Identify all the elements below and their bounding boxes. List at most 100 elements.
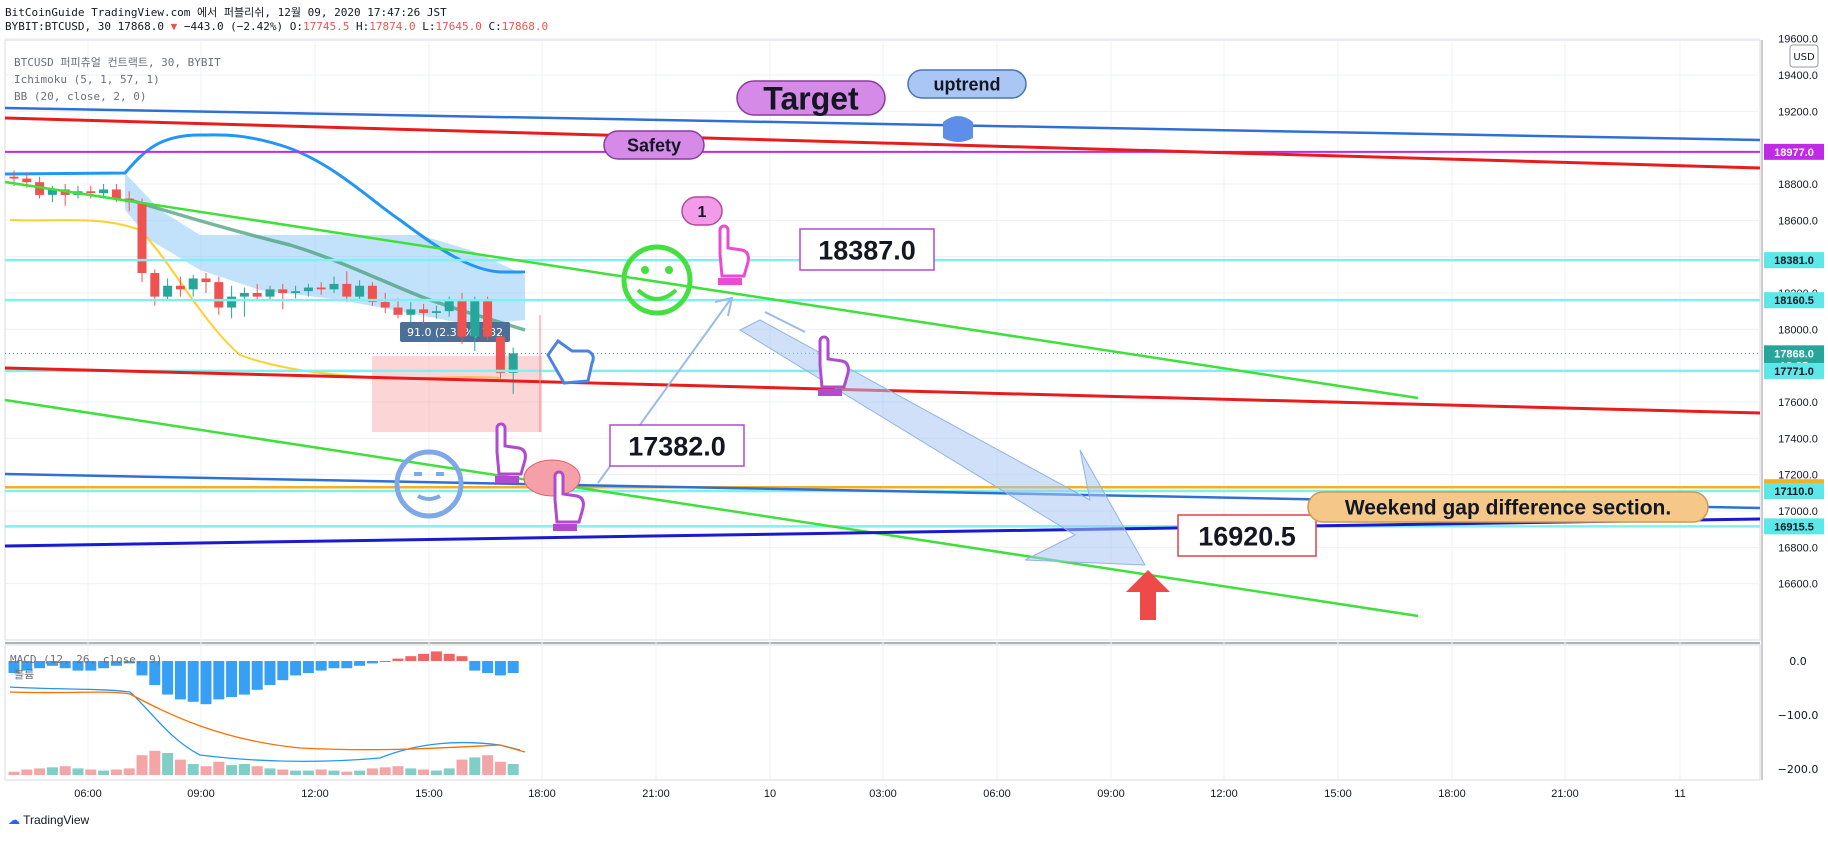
upper-blue-trendline — [4, 106, 1761, 142]
volume-bar — [443, 768, 455, 775]
price-label-16920-label: 16920.5 — [1198, 522, 1296, 552]
candle-body — [303, 287, 313, 292]
macd-histogram-bar — [123, 661, 135, 664]
y-tick-label: 19200.0 — [1778, 106, 1818, 118]
volume-legend: 볼륨 — [14, 668, 34, 681]
price-badge-label: 17868.0 — [1774, 348, 1814, 360]
macd-histogram-bar — [328, 661, 340, 669]
macd-histogram-bar — [21, 661, 33, 671]
candle-body — [188, 278, 198, 290]
volume-bar — [469, 757, 481, 775]
macd-histogram-bar — [200, 661, 212, 705]
volume-bar — [251, 766, 263, 775]
tradingview-brand: ☁ TradingView — [8, 813, 89, 827]
x-tick-label: 09:00 — [187, 788, 215, 800]
candle-body — [316, 287, 326, 290]
last-price: 17868.0 — [117, 20, 164, 33]
volume-bar — [174, 759, 186, 775]
candle-body — [175, 285, 185, 290]
pointing-hand-icon — [553, 470, 585, 524]
candle-body — [495, 336, 505, 373]
macd-histogram-bar — [187, 661, 199, 702]
price-badge-label: 18160.5 — [1774, 295, 1814, 307]
volume-bar — [430, 770, 442, 775]
close-value: 17868.0 — [501, 20, 549, 33]
volume-bar — [187, 764, 199, 775]
macd-line — [9, 686, 521, 763]
price-badge — [1764, 362, 1824, 379]
macd-histogram-bar — [354, 661, 366, 666]
volume-bar — [290, 770, 302, 775]
macd-histogram-bar — [213, 661, 225, 700]
y-tick-label: 19400.0 — [1778, 70, 1818, 82]
macd-histogram-bar — [277, 661, 289, 681]
volume-bar — [98, 770, 110, 775]
happy-face-icon — [621, 244, 693, 316]
macd-histogram-bar — [379, 661, 391, 662]
happy-face-mouth-icon — [636, 288, 678, 301]
x-tick-label: 18:00 — [1438, 788, 1466, 800]
close-label: C: — [488, 20, 502, 33]
macd-histogram-bar — [494, 661, 506, 676]
target-callout-label: Target — [763, 81, 859, 117]
volume-bar — [162, 753, 174, 775]
volume-bar — [392, 766, 404, 775]
volume-bar — [354, 770, 366, 775]
volume-bar — [136, 755, 148, 775]
y-tick-label: 17000.0 — [1778, 506, 1818, 518]
candle-body — [367, 285, 377, 303]
volume-bar — [59, 766, 71, 775]
x-tick-label: 21:00 — [1551, 788, 1579, 800]
macd-histogram-bar — [251, 661, 263, 690]
low-label: L: — [422, 20, 436, 33]
macd-histogram-bar — [443, 653, 455, 661]
uptrend-callout — [907, 69, 1027, 99]
x-tick-label: 15:00 — [415, 788, 443, 800]
red-up-arrow-icon — [1126, 570, 1170, 620]
x-tick-label: 03:00 — [869, 788, 897, 800]
safety-callout — [603, 130, 705, 160]
volume-bar — [34, 768, 46, 775]
volume-bar — [277, 769, 289, 775]
target-zone-marker — [523, 459, 581, 497]
macd-histogram-bar — [46, 661, 58, 666]
macd-histogram-bar — [469, 661, 481, 671]
pointing-hand-icon — [818, 335, 850, 389]
macd-histogram-bar — [456, 656, 468, 661]
volume-bar — [418, 769, 430, 775]
volume-bar — [123, 768, 135, 775]
macd-histogram-bar — [8, 661, 20, 673]
candle-body — [393, 307, 403, 315]
volume-bar — [226, 765, 238, 775]
upper-red-trendline — [4, 116, 1761, 170]
weekend-gap-callout — [1307, 491, 1709, 523]
price-label-17382 — [609, 424, 745, 467]
x-tick-label: 09:00 — [1097, 788, 1125, 800]
macd-tick-label: −100.0 — [1778, 709, 1819, 722]
volume-bar — [8, 771, 20, 775]
volume-bar — [494, 761, 506, 775]
volume-bar — [21, 769, 33, 775]
volume-bar — [72, 768, 84, 775]
candle-body — [444, 300, 454, 312]
macd-histogram-bar — [149, 661, 161, 685]
candle-body — [163, 285, 173, 297]
macd-tick-label: 0.0 — [1789, 655, 1807, 668]
candle-body — [291, 291, 301, 293]
price-label-18387-label: 18387.0 — [818, 236, 916, 266]
high-label: H: — [356, 20, 370, 33]
happy-face-eye-icon — [641, 266, 649, 274]
candle-body — [355, 285, 365, 297]
macd-histogram-bar — [290, 661, 302, 676]
y-tick-label: 16800.0 — [1778, 542, 1818, 554]
volume-bar — [379, 767, 391, 775]
candle-body — [9, 176, 19, 179]
happy-face-eye-icon — [665, 266, 673, 274]
volume-bar — [213, 761, 225, 775]
volume-bar — [315, 769, 327, 775]
y-tick-label: 18800.0 — [1778, 179, 1818, 191]
candle-body — [86, 191, 96, 194]
projection-up-arrowhead — [714, 296, 734, 317]
candle-body — [137, 202, 147, 274]
